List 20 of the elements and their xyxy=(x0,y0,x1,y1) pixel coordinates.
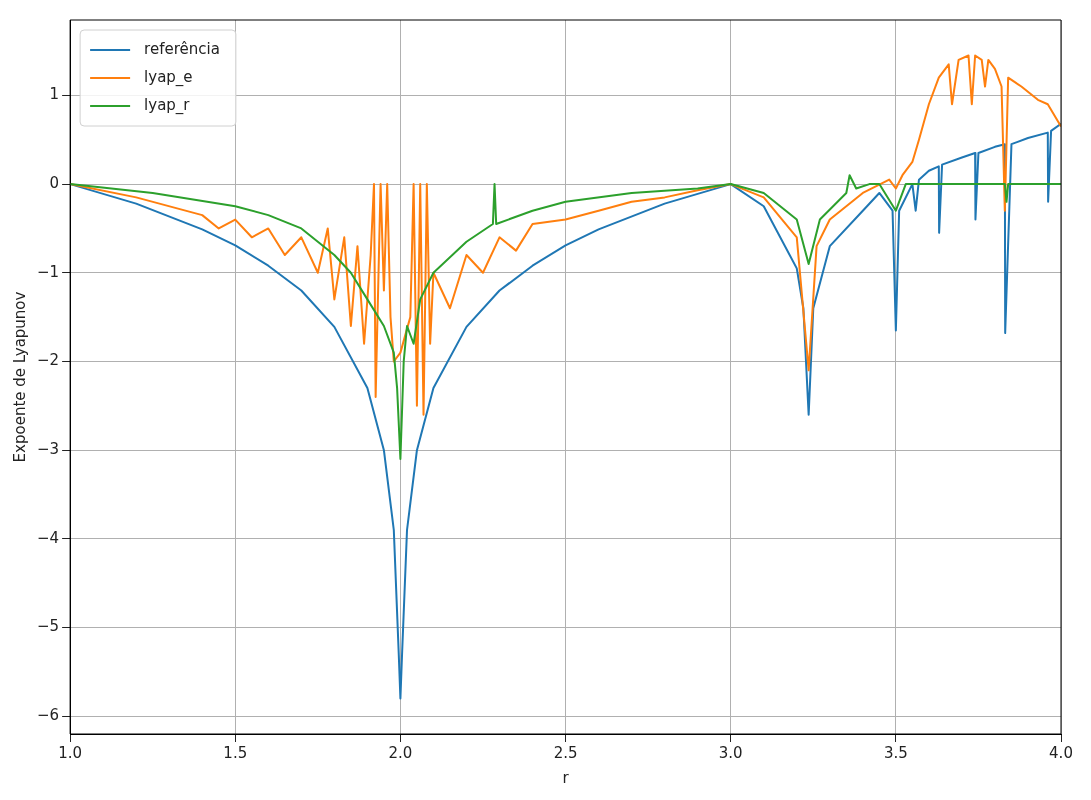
y-tick-label: −4 xyxy=(36,528,60,547)
y-tick-label: −5 xyxy=(36,617,60,636)
legend-label: referência xyxy=(144,39,220,58)
legend-label: lyap_e xyxy=(144,67,193,87)
y-tick-label: −1 xyxy=(36,262,60,281)
x-tick-label: 2.0 xyxy=(388,743,413,762)
y-axis-title: Expoente de Lyapunov xyxy=(10,291,29,463)
y-tick-label: −3 xyxy=(36,440,60,459)
y-tick-label: −2 xyxy=(36,351,60,370)
x-tick-label: 3.0 xyxy=(718,743,743,762)
x-tick-label: 1.5 xyxy=(223,743,248,762)
y-tick-label: 0 xyxy=(49,173,60,192)
y-tick-label: 1 xyxy=(49,85,60,104)
x-tick-label: 4.0 xyxy=(1049,743,1073,762)
legend-label: lyap_r xyxy=(144,95,191,115)
x-tick-label: 3.5 xyxy=(883,743,908,762)
y-tick-label: −6 xyxy=(36,706,60,725)
x-tick-label: 1.0 xyxy=(58,743,83,762)
x-axis-title: r xyxy=(562,768,570,787)
x-tick-label: 2.5 xyxy=(553,743,578,762)
